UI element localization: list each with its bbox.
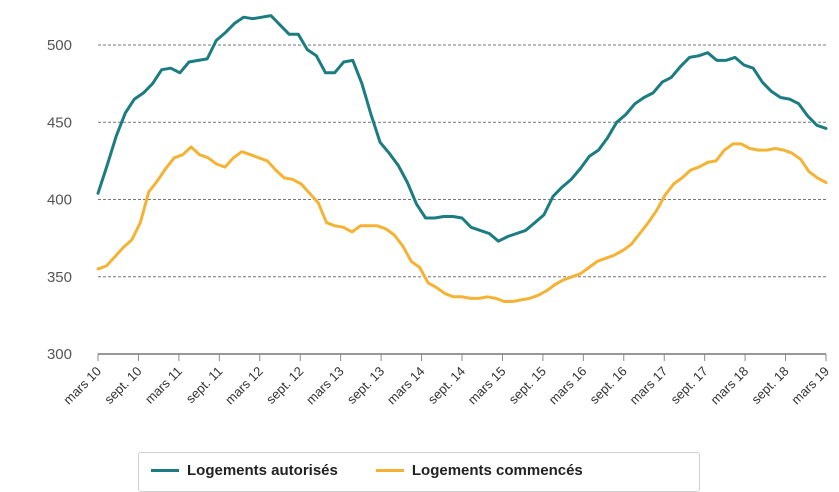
y-tick-label: 300 xyxy=(47,346,72,363)
series-line-1 xyxy=(96,14,828,243)
y-tick-label: 400 xyxy=(47,192,72,209)
legend-label-series-1: Logements autorisés xyxy=(187,462,338,479)
y-tick-label: 350 xyxy=(47,269,72,286)
x-tick-label: sept. 14 xyxy=(425,364,468,407)
legend-label-series-2: Logements commencés xyxy=(411,462,583,479)
y-tick-label: 450 xyxy=(47,114,72,131)
x-tick-label: mars 19 xyxy=(788,364,832,408)
x-tick-label: mars 16 xyxy=(546,364,590,408)
legend-swatch-series-2 xyxy=(375,469,404,472)
x-tick-label: mars 18 xyxy=(707,364,751,408)
y-tick-label: 500 xyxy=(47,37,72,54)
x-tick-label: sept. 15 xyxy=(506,364,549,407)
gridlines xyxy=(98,44,826,278)
series-lines xyxy=(96,14,828,303)
x-tick-label: sept. 11 xyxy=(183,364,226,407)
x-tick-label: sept. 17 xyxy=(667,364,710,407)
x-tick-label: mars 13 xyxy=(303,364,347,408)
series-line-2 xyxy=(96,142,828,303)
x-tick-label: sept. 10 xyxy=(101,364,144,407)
legend-item-series-2[interactable]: Logements commencés xyxy=(375,462,583,479)
legend-swatch-series-1 xyxy=(151,469,179,472)
x-tick-label: mars 17 xyxy=(627,364,671,408)
x-tick-label: sept. 12 xyxy=(263,364,306,407)
x-tick-label: mars 12 xyxy=(222,364,266,408)
x-tick-label: sept. 16 xyxy=(587,364,630,407)
legend: Logements autorisés Logements commencés xyxy=(138,452,700,492)
x-tick-label: sept. 13 xyxy=(344,364,387,407)
x-tick-label: sept. 18 xyxy=(748,364,791,407)
x-tick-label: mars 10 xyxy=(60,364,104,408)
x-tick-label: mars 15 xyxy=(465,364,509,408)
x-tick-label: mars 14 xyxy=(384,364,428,408)
y-axis-ticks: 300 350 400 450 500 xyxy=(47,37,72,363)
legend-item-series-1[interactable]: Logements autorisés xyxy=(151,462,338,479)
x-tick-label: mars 11 xyxy=(142,364,185,407)
